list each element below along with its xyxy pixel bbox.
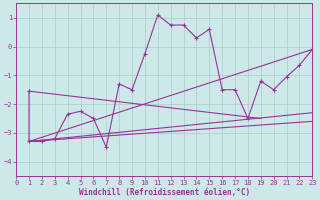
X-axis label: Windchill (Refroidissement éolien,°C): Windchill (Refroidissement éolien,°C) bbox=[79, 188, 250, 197]
